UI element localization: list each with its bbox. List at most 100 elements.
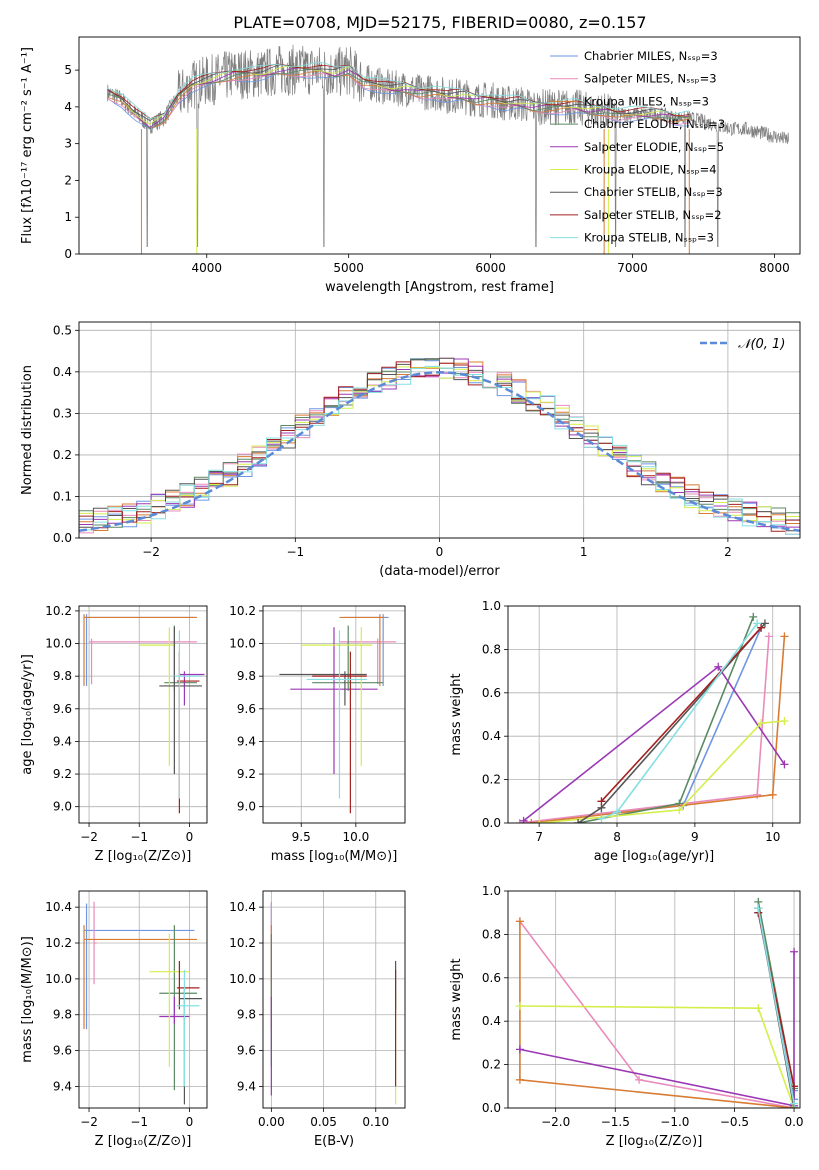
x-tick-label: −2 bbox=[142, 545, 160, 559]
y-tick-label: 1.0 bbox=[482, 884, 501, 898]
mass-weight-marker bbox=[527, 819, 536, 823]
y-tick-label: 3 bbox=[64, 137, 72, 151]
mass-vs-Z-panel: −2 −1 0 9.4 9.6 9.8 10.0 10.2 10.4 Z [log₁₀(Z/Z⊙)… bbox=[20, 890, 208, 1149]
y-tick-label: 9.4 bbox=[237, 734, 256, 748]
x-tick-label: −1.5 bbox=[601, 1115, 630, 1129]
y-tick-label: 10.0 bbox=[229, 972, 256, 986]
y-tick-label: 0.8 bbox=[482, 927, 501, 941]
x-tick-label: 0 bbox=[186, 1115, 194, 1129]
mass-weight-marker bbox=[780, 632, 789, 641]
x-tick-label: 10 bbox=[765, 830, 780, 844]
normal-reference-curve bbox=[79, 371, 800, 532]
mass-weight-marker bbox=[597, 814, 606, 823]
mass-weight-marker bbox=[597, 797, 606, 806]
y-axis-label: Flux [fλ10⁻¹⁷ erg cm⁻² s⁻¹ A⁻¹] bbox=[20, 47, 35, 244]
age-vs-mass-panel: 9.5 10.0 9.0 9.2 9.4 9.6 9.8 10.0 10.2 mass [log₁… bbox=[229, 604, 406, 864]
y-tick-label: 9.8 bbox=[53, 669, 72, 683]
mass-weight-marker bbox=[574, 819, 583, 823]
mass-weight-marker bbox=[753, 790, 762, 799]
y-tick-label: 0.0 bbox=[53, 531, 72, 545]
mass-vs-Z-plot-area bbox=[83, 901, 202, 1105]
x-tick-label: −0.5 bbox=[720, 1115, 749, 1129]
mass-weight-marker bbox=[515, 1045, 524, 1054]
y-tick-label: 9.4 bbox=[53, 734, 72, 748]
axes-frame bbox=[507, 890, 801, 1109]
residuals-plot-area bbox=[79, 357, 800, 538]
x-tick-label: 8000 bbox=[759, 261, 790, 275]
y-tick-label: 10.4 bbox=[229, 900, 256, 914]
x-tick-label: −2 bbox=[80, 830, 98, 844]
x-tick-label: 0.00 bbox=[258, 1115, 285, 1129]
figure-title: PLATE=0708, MJD=52175, FIBERID=0080, z=0… bbox=[233, 13, 646, 32]
legend-entry: Chabrier STELIB, Nₛₛₚ=3 bbox=[584, 185, 723, 199]
y-tick-label: 9.8 bbox=[237, 1008, 256, 1022]
mass-weight-series-4 bbox=[577, 616, 755, 823]
y-tick-label: 1.0 bbox=[482, 599, 501, 613]
mass-weight-marker bbox=[760, 619, 769, 628]
axes-frame bbox=[78, 890, 208, 1109]
x-axis-label: Z [log₁₀(Z/Z⊙)] bbox=[95, 849, 192, 864]
x-tick-label: 0 bbox=[436, 545, 444, 559]
y-tick-label: 10.0 bbox=[229, 637, 256, 651]
axes-frame bbox=[78, 321, 801, 539]
mass-weight-series-3 bbox=[531, 636, 786, 823]
mass-weight-marker bbox=[790, 1099, 799, 1108]
y-tick-label: 0.3 bbox=[53, 406, 72, 420]
mass-weight-marker bbox=[753, 619, 762, 628]
y-tick-label: 0.2 bbox=[482, 1058, 501, 1072]
mass-vs-EBV-plot-area bbox=[270, 901, 397, 1105]
x-axis-label: wavelength [Angstrom, rest frame] bbox=[325, 280, 554, 295]
y-tick-label: 0.4 bbox=[482, 1014, 501, 1028]
x-tick-label: −1.0 bbox=[660, 1115, 689, 1129]
mass-weight-marker bbox=[780, 717, 789, 726]
legend-entry: Kroupa MILES, Nₛₛₚ=3 bbox=[584, 94, 709, 108]
model-spectrum-6 bbox=[107, 65, 690, 125]
y-tick-label: 5 bbox=[64, 63, 72, 77]
mass-weight-marker bbox=[757, 719, 766, 728]
x-tick-label: 0.05 bbox=[310, 1115, 337, 1129]
mass-weight-series-2 bbox=[519, 920, 795, 1108]
legend-entry: Kroupa ELODIE, Nₛₛₚ=4 bbox=[584, 163, 717, 177]
y-tick-label: 0.6 bbox=[482, 971, 501, 985]
mass-weight-series-3 bbox=[519, 921, 795, 1108]
mass-weight-marker bbox=[515, 1075, 524, 1084]
y-tick-label: 0.1 bbox=[53, 489, 72, 503]
y-tick-label: 9.8 bbox=[237, 669, 256, 683]
mass-weight-marker bbox=[754, 904, 763, 913]
x-axis-label: Z [log₁₀(Z/Z⊙)] bbox=[606, 1134, 703, 1149]
legend-entry: 𝒩(0, 1) bbox=[738, 337, 785, 352]
y-axis-label: mass weight bbox=[449, 958, 464, 1040]
mass-weight-marker bbox=[768, 790, 777, 799]
mass-weight-marker bbox=[754, 1004, 763, 1013]
y-tick-label: 9.6 bbox=[53, 702, 72, 716]
mass-weight-marker bbox=[519, 816, 528, 823]
x-tick-label: 0 bbox=[186, 830, 194, 844]
y-tick-label: 9.8 bbox=[53, 1008, 72, 1022]
x-tick-label: 9.5 bbox=[292, 830, 311, 844]
mass-weight-series-8 bbox=[600, 627, 762, 802]
massweight-vs-Z-plot-area bbox=[515, 897, 799, 1108]
y-tick-label: 1 bbox=[64, 210, 72, 224]
axes-frame bbox=[78, 36, 801, 255]
mass-vs-EBV-panel: 0.00 0.05 0.10 9.4 9.6 9.8 10.0 10.2 10.4 E(B-V) bbox=[229, 890, 406, 1149]
x-tick-label: −1 bbox=[130, 1115, 148, 1129]
age-vs-Z-panel: −2 −1 0 9.0 9.2 9.4 9.6 9.8 10.0 10.2 Z [log₁₀(Z/Z… bbox=[20, 604, 208, 864]
x-tick-label: 7 bbox=[535, 830, 543, 844]
y-tick-label: 0.8 bbox=[482, 642, 501, 656]
y-axis-label: mass [log₁₀(M/M⊙)] bbox=[20, 936, 35, 1063]
spectrum-panel: 4000 5000 6000 7000 8000 0 1 2 3 4 5 wavelength [An… bbox=[20, 36, 801, 295]
y-tick-label: 10.2 bbox=[45, 604, 72, 618]
y-tick-label: 9.2 bbox=[53, 767, 72, 781]
x-tick-label: −1 bbox=[286, 545, 304, 559]
x-tick-label: −2.0 bbox=[541, 1115, 570, 1129]
y-tick-label: 9.4 bbox=[53, 1079, 72, 1093]
y-tick-label: 9.6 bbox=[53, 1044, 72, 1058]
legend-entry: Kroupa STELIB, Nₛₛₚ=3 bbox=[584, 231, 714, 245]
x-tick-label: 5000 bbox=[333, 261, 364, 275]
mass-weight-marker bbox=[675, 805, 684, 814]
y-tick-label: 9.6 bbox=[237, 702, 256, 716]
mass-weight-marker bbox=[613, 808, 622, 817]
mass-weight-series-9 bbox=[757, 908, 795, 1104]
x-tick-label: 0.0 bbox=[784, 1115, 803, 1129]
x-tick-label: 10.0 bbox=[342, 830, 369, 844]
